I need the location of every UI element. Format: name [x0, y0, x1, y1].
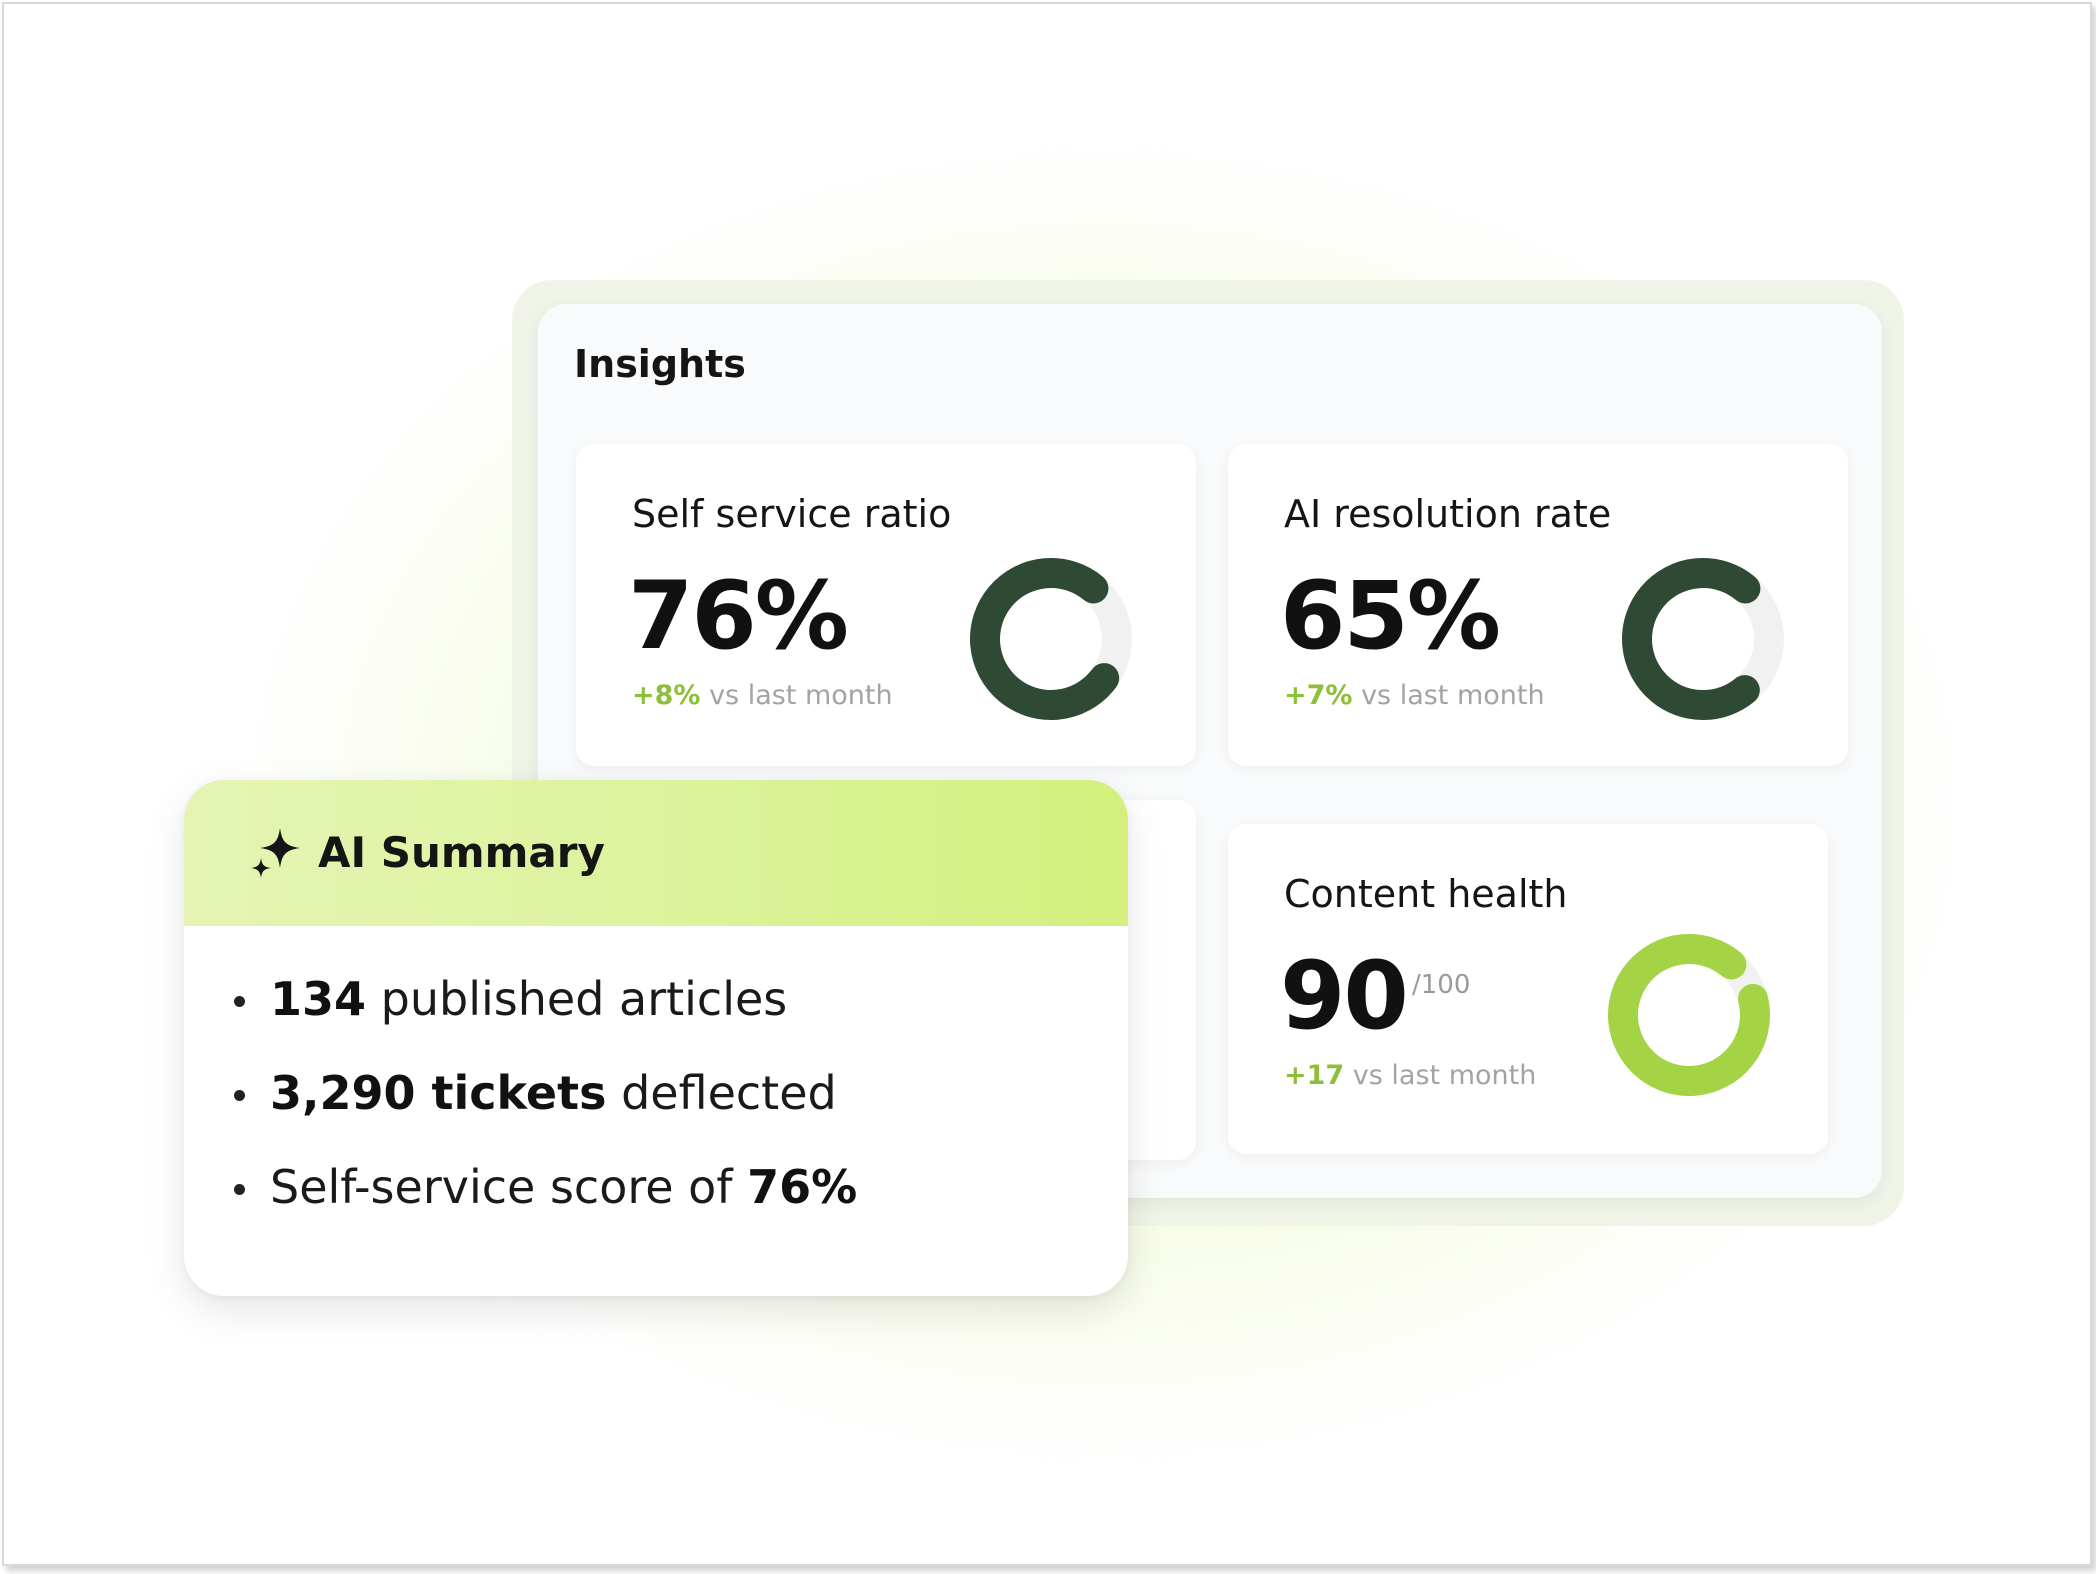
ai-summary-header: AI Summary: [184, 780, 1128, 926]
delta-text: vs last month: [1352, 1060, 1537, 1091]
ai-summary-title: AI Summary: [318, 828, 605, 877]
metric-label: Self service ratio: [632, 492, 952, 536]
delta-text: vs last month: [1361, 680, 1545, 711]
metric-label: AI resolution rate: [1284, 492, 1612, 536]
delta-value: +7%: [1284, 680, 1353, 711]
summary-item-bold: 3,290 tickets: [270, 1066, 607, 1120]
progress-ring: [1622, 558, 1785, 720]
summary-item-bold: 134: [270, 972, 367, 1026]
metric-delta: +17 vs last month: [1284, 1060, 1536, 1091]
ring-progress: [1608, 934, 1771, 1096]
bullet: [234, 1184, 245, 1195]
progress-ring: [970, 558, 1133, 720]
summary-item-text: published articles: [366, 972, 788, 1026]
summary-item: Self-service score of 76%: [234, 1160, 858, 1214]
summary-item: 134 published articles: [234, 972, 788, 1026]
ring-progress: [970, 558, 1133, 720]
insights-panel: Insights Self service ratio 76% +8% vs l…: [538, 304, 1882, 1198]
metric-value: 90: [1280, 942, 1409, 1051]
metric-delta: +8% vs last month: [632, 680, 893, 711]
bullet: [234, 996, 245, 1007]
metric-value: 65%: [1280, 562, 1501, 671]
bullet: [234, 1090, 245, 1101]
metric-label: Content health: [1284, 872, 1568, 916]
delta-text: vs last month: [709, 680, 893, 711]
summary-item: 3,290 tickets deflected: [234, 1066, 837, 1120]
metric-delta: +7% vs last month: [1284, 680, 1545, 711]
progress-ring: [1608, 934, 1771, 1096]
metric-suffix: /100: [1412, 970, 1471, 1000]
summary-item-text: Self-service score of: [270, 1160, 748, 1214]
ai-summary-card[interactable]: AI Summary 134 published articles 3,290 …: [184, 780, 1128, 1296]
metric-value: 76%: [628, 562, 849, 671]
insights-title: Insights: [574, 342, 746, 386]
summary-item-bold: 76%: [747, 1160, 858, 1214]
metric-card-content-health[interactable]: Content health 90 /100 +17 vs last month: [1228, 824, 1828, 1154]
metric-card-self-service-ratio[interactable]: Self service ratio 76% +8% vs last month: [576, 444, 1196, 766]
sparkle-icon: [251, 828, 300, 878]
delta-value: +17: [1284, 1060, 1345, 1091]
delta-value: +8%: [632, 680, 701, 711]
metric-card-ai-resolution-rate[interactable]: AI resolution rate 65% +7% vs last month: [1228, 444, 1848, 766]
summary-item-text: deflected: [606, 1066, 837, 1120]
ring-progress: [1622, 558, 1785, 720]
